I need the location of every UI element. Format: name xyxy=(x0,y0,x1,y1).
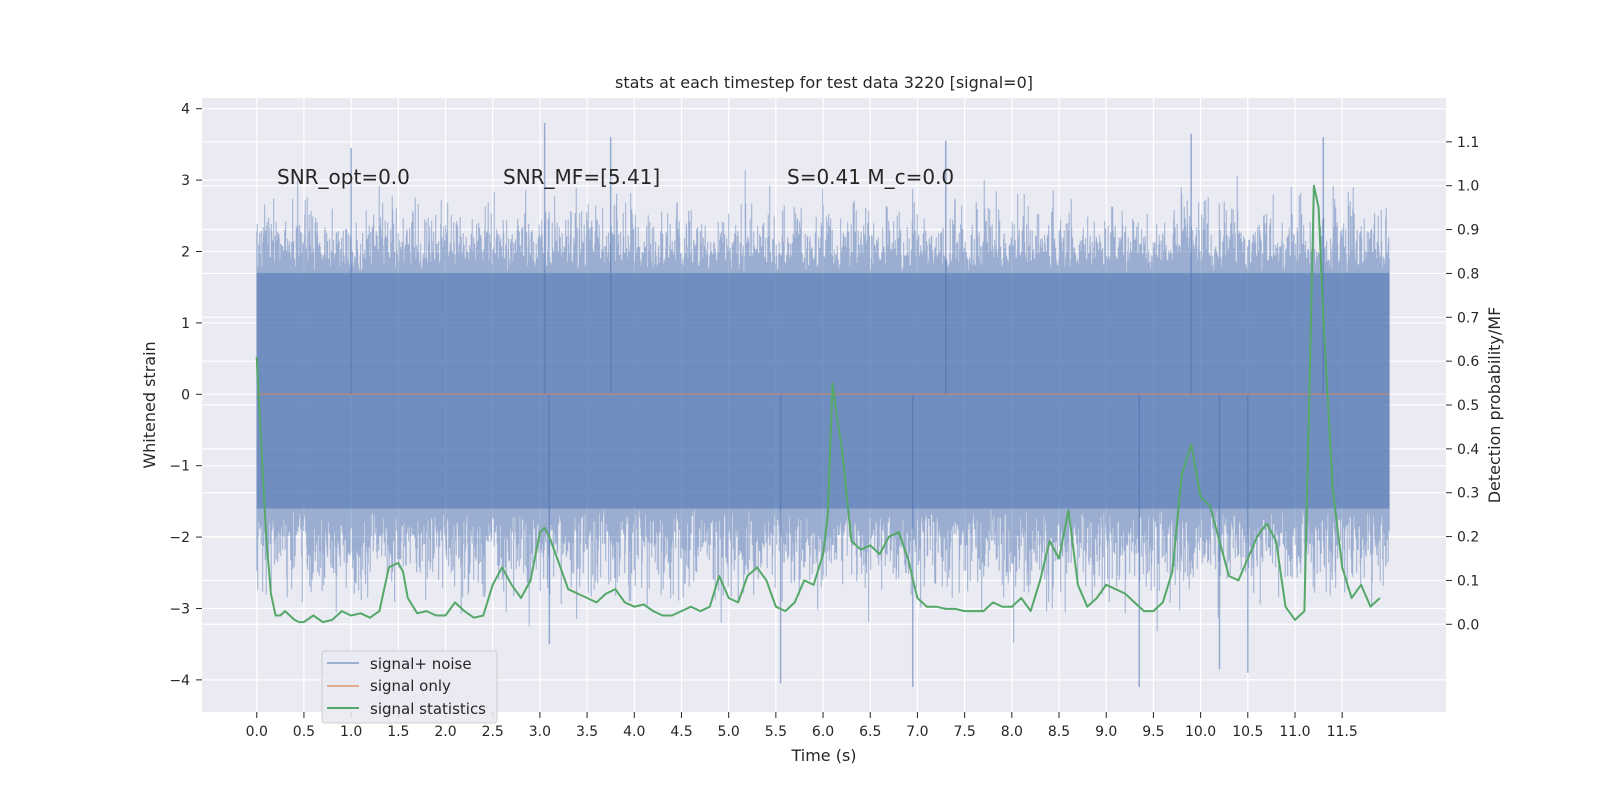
left-y-tick-label: 2 xyxy=(181,245,190,261)
x-axis-label: Time (s) xyxy=(790,746,856,765)
legend-label-signal-statistics: signal statistics xyxy=(370,700,486,718)
x-tick-label: 5.5 xyxy=(765,724,787,740)
right-y-tick-label: 0.0 xyxy=(1457,617,1479,633)
right-y-tick-label: 0.9 xyxy=(1457,223,1479,239)
x-tick-label: 8.5 xyxy=(1048,724,1070,740)
right-y-tick-label: 0.2 xyxy=(1457,530,1479,546)
right-y-tick-label: 0.1 xyxy=(1457,573,1479,589)
annotation-s-mc: S=0.41 M_c=0.0 xyxy=(787,165,954,189)
x-tick-label: 2.0 xyxy=(434,724,456,740)
right-y-tick-label: 1.1 xyxy=(1457,135,1479,151)
annotation-snr-opt: SNR_opt=0.0 xyxy=(277,165,410,189)
left-y-tick-label: −2 xyxy=(169,530,190,546)
x-tick-label: 0.5 xyxy=(293,724,315,740)
right-y-axis-label: Detection probability/MF xyxy=(1485,307,1504,504)
left-y-axis-ticks: 4 3 2 1 0 −1 −2 −3 −4 xyxy=(169,102,202,689)
legend-label-signal-noise: signal+ noise xyxy=(370,655,472,673)
x-tick-label: 11.0 xyxy=(1279,724,1310,740)
x-tick-label: 6.0 xyxy=(812,724,834,740)
x-tick-label: 1.0 xyxy=(340,724,362,740)
x-tick-label: 3.5 xyxy=(576,724,598,740)
chart-title: stats at each timestep for test data 322… xyxy=(615,73,1033,92)
right-y-tick-label: 0.5 xyxy=(1457,398,1479,414)
x-tick-label: 9.5 xyxy=(1142,724,1164,740)
signal-noise-series xyxy=(256,122,1390,688)
legend-box xyxy=(321,650,498,724)
right-y-axis-ticks: 1.1 1.0 0.9 0.8 0.7 0.6 0.5 0.4 0.3 0.2 0.1 0.0 xyxy=(1446,135,1479,633)
legend-label-signal-only: signal only xyxy=(370,677,451,695)
left-y-tick-label: −4 xyxy=(169,673,190,689)
x-tick-label: 7.0 xyxy=(906,724,928,740)
x-axis-ticks: 0.0 0.5 1.0 1.5 2.0 2.5 3.0 3.5 4.0 4.5 5.0 5.5 6.0 6… xyxy=(246,712,1358,740)
x-tick-label: 4.5 xyxy=(670,724,692,740)
left-y-tick-label: 4 xyxy=(181,102,190,118)
left-y-axis-label: Whitened strain xyxy=(140,341,159,468)
right-y-tick-label: 0.7 xyxy=(1457,310,1479,326)
left-y-tick-label: 0 xyxy=(181,387,190,403)
x-tick-label: 0.0 xyxy=(246,724,268,740)
signal-noise-band xyxy=(256,272,1390,509)
left-y-tick-label: 3 xyxy=(181,173,190,189)
x-tick-label: 10.0 xyxy=(1185,724,1216,740)
left-y-tick-label: −3 xyxy=(169,601,190,617)
x-tick-label: 5.0 xyxy=(718,724,740,740)
x-tick-label: 1.5 xyxy=(387,724,409,740)
right-y-tick-label: 0.6 xyxy=(1457,354,1479,370)
signal-statistics-line xyxy=(255,184,1381,624)
x-tick-label: 6.5 xyxy=(859,724,881,740)
right-y-tick-label: 0.4 xyxy=(1457,442,1479,458)
left-y-tick-label: 1 xyxy=(181,316,190,332)
right-y-tick-label: 0.3 xyxy=(1457,486,1479,502)
x-tick-label: 2.5 xyxy=(482,724,504,740)
line-series xyxy=(255,184,1390,624)
x-tick-label: 11.5 xyxy=(1327,724,1358,740)
x-tick-label: 10.5 xyxy=(1232,724,1263,740)
right-y-tick-label: 0.8 xyxy=(1457,266,1479,282)
legend: signal+ noise signal only signal statist… xyxy=(321,650,498,724)
x-tick-label: 4.0 xyxy=(623,724,645,740)
x-tick-label: 7.5 xyxy=(954,724,976,740)
annotation-snr-mf: SNR_MF=[5.41] xyxy=(503,165,660,189)
x-tick-label: 3.0 xyxy=(529,724,551,740)
x-tick-label: 9.0 xyxy=(1095,724,1117,740)
left-y-tick-label: −1 xyxy=(169,459,190,475)
right-y-tick-label: 1.0 xyxy=(1457,179,1479,195)
x-tick-label: 8.0 xyxy=(1001,724,1023,740)
